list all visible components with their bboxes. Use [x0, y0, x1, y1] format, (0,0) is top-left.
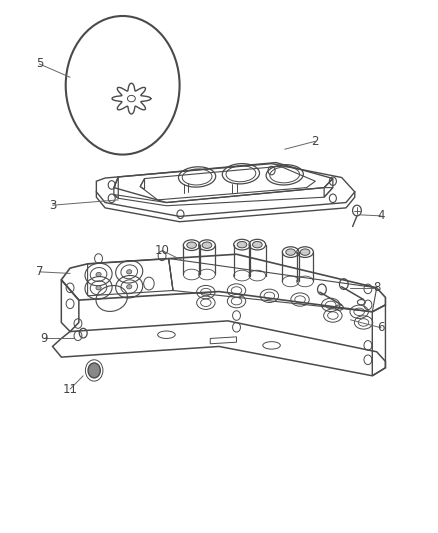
- Ellipse shape: [202, 242, 212, 248]
- Ellipse shape: [127, 285, 132, 289]
- Ellipse shape: [96, 272, 101, 277]
- Ellipse shape: [237, 241, 247, 248]
- Ellipse shape: [300, 249, 310, 255]
- Text: 2: 2: [311, 135, 319, 148]
- Text: 10: 10: [155, 244, 170, 257]
- Text: 6: 6: [377, 321, 385, 334]
- Text: 4: 4: [377, 209, 385, 222]
- Text: 3: 3: [49, 199, 56, 212]
- Ellipse shape: [187, 242, 196, 248]
- Circle shape: [88, 363, 100, 378]
- Text: 8: 8: [373, 281, 380, 294]
- Text: 9: 9: [40, 332, 48, 345]
- Ellipse shape: [252, 241, 262, 248]
- Ellipse shape: [286, 249, 296, 255]
- Text: 7: 7: [35, 265, 43, 278]
- Ellipse shape: [96, 286, 101, 290]
- Text: 11: 11: [63, 383, 78, 395]
- Text: 5: 5: [36, 58, 43, 70]
- Ellipse shape: [127, 270, 132, 274]
